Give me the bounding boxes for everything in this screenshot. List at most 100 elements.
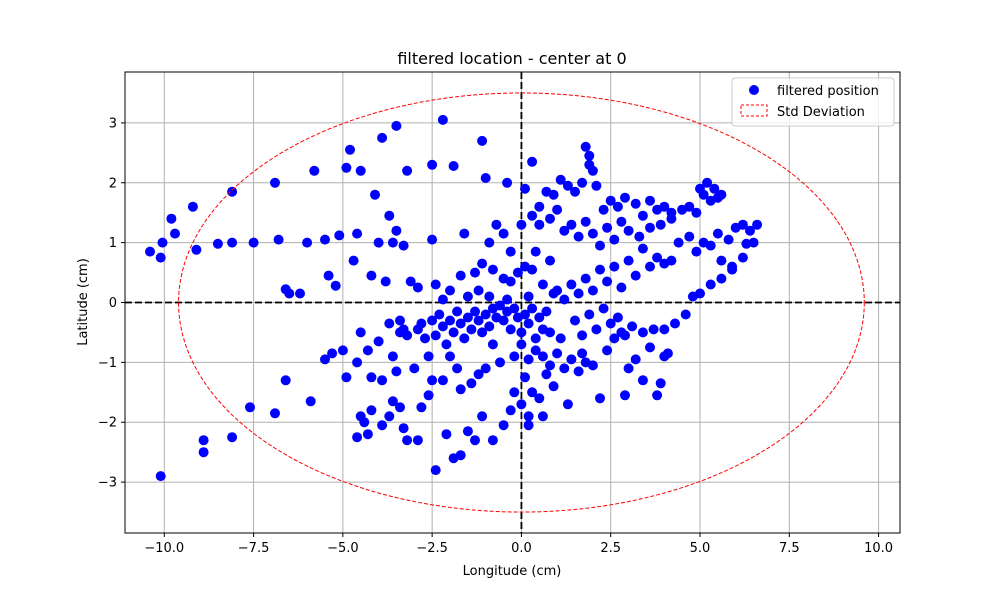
data-point bbox=[523, 354, 534, 365]
data-point bbox=[320, 234, 330, 245]
data-point bbox=[566, 354, 577, 365]
data-point bbox=[587, 165, 598, 176]
data-point bbox=[441, 429, 452, 440]
data-point bbox=[198, 435, 209, 446]
data-point bbox=[573, 288, 584, 299]
data-point bbox=[745, 225, 755, 236]
data-point bbox=[666, 213, 677, 224]
data-point bbox=[295, 288, 305, 299]
data-point bbox=[459, 333, 470, 344]
data-point bbox=[427, 375, 438, 386]
data-point bbox=[391, 225, 402, 236]
data-point bbox=[462, 312, 473, 323]
y-axis-label: Latitude (cm) bbox=[76, 258, 91, 346]
data-point bbox=[591, 324, 602, 335]
data-point bbox=[416, 402, 427, 413]
legend-marker-std-deviation bbox=[740, 104, 768, 117]
data-point bbox=[452, 363, 463, 374]
data-point bbox=[537, 411, 548, 422]
data-point bbox=[352, 432, 363, 443]
x-tick-label: −10.0 bbox=[144, 541, 184, 556]
data-point bbox=[366, 372, 377, 383]
data-point bbox=[509, 351, 520, 362]
data-point bbox=[370, 189, 380, 200]
data-point bbox=[623, 225, 634, 236]
data-point bbox=[155, 471, 166, 482]
data-point bbox=[545, 255, 555, 266]
data-point bbox=[652, 390, 663, 401]
data-point bbox=[627, 321, 638, 332]
data-point bbox=[527, 387, 538, 398]
data-point bbox=[455, 318, 466, 329]
data-point bbox=[462, 426, 473, 437]
data-point bbox=[462, 291, 473, 302]
data-point bbox=[630, 354, 641, 365]
data-point bbox=[391, 366, 402, 377]
data-point bbox=[645, 342, 655, 353]
x-tick-label: −5.0 bbox=[327, 541, 359, 556]
data-point bbox=[573, 366, 584, 377]
y-tick-label: 3 bbox=[109, 116, 117, 131]
data-point bbox=[145, 246, 155, 257]
data-point bbox=[552, 348, 563, 359]
y-tick-label: 1 bbox=[109, 236, 117, 251]
data-point bbox=[723, 234, 734, 245]
data-point bbox=[637, 243, 648, 254]
data-point bbox=[402, 165, 413, 176]
x-tick-label: 7.5 bbox=[779, 541, 800, 556]
data-point bbox=[427, 159, 438, 170]
data-point bbox=[562, 399, 573, 410]
data-point bbox=[355, 327, 366, 338]
data-point bbox=[305, 396, 316, 407]
data-point bbox=[552, 204, 563, 215]
data-point bbox=[245, 402, 255, 413]
data-point bbox=[355, 165, 366, 176]
data-point bbox=[645, 261, 655, 272]
data-point bbox=[623, 363, 634, 374]
data-point bbox=[595, 264, 605, 275]
data-point bbox=[545, 213, 555, 224]
data-point bbox=[366, 270, 377, 281]
data-point bbox=[270, 408, 280, 419]
data-point bbox=[387, 351, 398, 362]
data-point bbox=[387, 396, 398, 407]
data-point bbox=[541, 369, 552, 380]
data-point bbox=[505, 276, 516, 287]
data-point bbox=[602, 222, 613, 233]
data-point bbox=[591, 180, 602, 191]
data-point bbox=[684, 231, 695, 242]
legend-marker-filtered-position bbox=[749, 85, 759, 95]
data-point bbox=[673, 237, 684, 248]
std-deviation-ellipse-layer bbox=[178, 92, 865, 513]
data-point bbox=[577, 177, 588, 188]
legend-label-std-deviation: Std Deviation bbox=[777, 105, 865, 120]
data-point bbox=[634, 231, 645, 242]
data-point bbox=[523, 318, 534, 329]
data-point bbox=[505, 405, 516, 416]
data-point bbox=[284, 288, 295, 299]
data-point bbox=[170, 228, 180, 239]
data-point bbox=[352, 357, 363, 368]
data-point bbox=[559, 363, 570, 374]
data-point bbox=[555, 174, 566, 185]
data-point bbox=[541, 306, 552, 317]
data-point bbox=[398, 423, 409, 434]
data-point bbox=[587, 285, 598, 296]
data-point bbox=[423, 351, 434, 362]
data-point bbox=[637, 375, 648, 386]
data-point bbox=[352, 228, 363, 239]
data-point bbox=[705, 240, 716, 251]
data-point bbox=[373, 336, 384, 347]
data-point bbox=[505, 246, 516, 257]
data-point bbox=[448, 327, 459, 338]
data-point bbox=[412, 282, 423, 293]
data-point bbox=[691, 207, 702, 218]
data-point bbox=[345, 144, 355, 155]
data-point bbox=[530, 333, 541, 344]
data-point bbox=[480, 363, 491, 374]
data-point bbox=[616, 216, 627, 227]
data-point bbox=[455, 384, 466, 395]
data-point bbox=[466, 324, 477, 335]
data-point bbox=[495, 357, 505, 368]
